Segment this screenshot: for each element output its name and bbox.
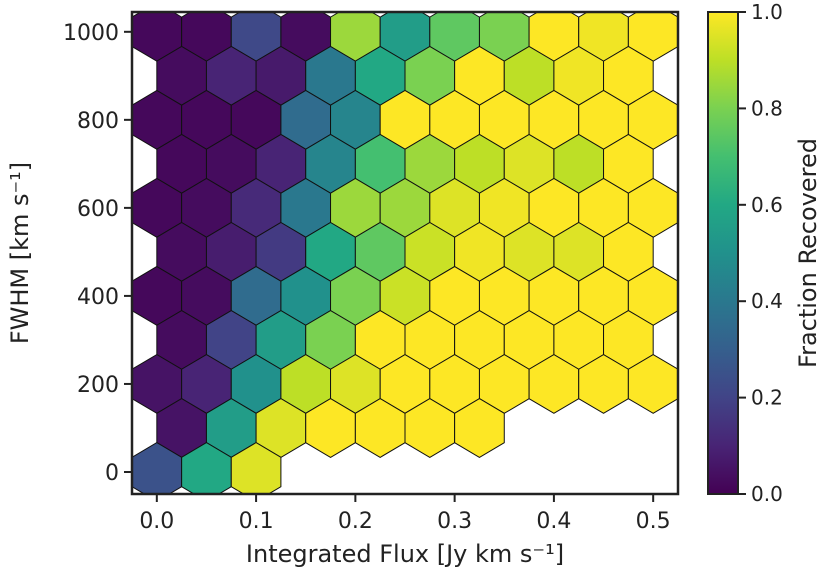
y-tick-label: 600 bbox=[77, 197, 119, 222]
colorbar-tick-label: 0.2 bbox=[751, 386, 783, 410]
y-tick-label: 200 bbox=[77, 373, 119, 398]
plot-frame bbox=[130, 10, 680, 496]
hex-bin bbox=[454, 397, 505, 458]
y-tick-label: 1000 bbox=[63, 21, 119, 46]
x-tick-label: 0.3 bbox=[437, 509, 472, 534]
x-axis-label: Integrated Flux [Jy km s⁻¹] bbox=[246, 540, 564, 568]
colorbar-tick-label: 0.4 bbox=[751, 289, 783, 313]
hex-bin bbox=[230, 442, 282, 494]
hex-bin bbox=[627, 353, 678, 414]
y-tick-label: 400 bbox=[77, 285, 119, 310]
colorbar bbox=[707, 11, 739, 495]
colorbar-tick-label: 0.6 bbox=[751, 193, 783, 217]
y-tick-label: 0 bbox=[105, 461, 119, 486]
colorbar-tick-label: 0.0 bbox=[751, 482, 783, 506]
y-axis-label: FWHM [km s⁻¹] bbox=[6, 162, 34, 344]
x-tick-label: 0.5 bbox=[636, 509, 671, 534]
colorbar-tick-label: 0.8 bbox=[751, 96, 783, 120]
x-tick-label: 0.4 bbox=[536, 509, 571, 534]
x-tick-label: 0.1 bbox=[239, 509, 274, 534]
hex-layer bbox=[132, 12, 678, 494]
x-tick-label: 0.2 bbox=[338, 509, 373, 534]
y-tick-label: 800 bbox=[77, 109, 119, 134]
colorbar-label: Fraction Recovered bbox=[794, 138, 822, 368]
colorbar-tick-label: 1.0 bbox=[751, 0, 783, 24]
x-tick-label: 0.0 bbox=[139, 509, 174, 534]
